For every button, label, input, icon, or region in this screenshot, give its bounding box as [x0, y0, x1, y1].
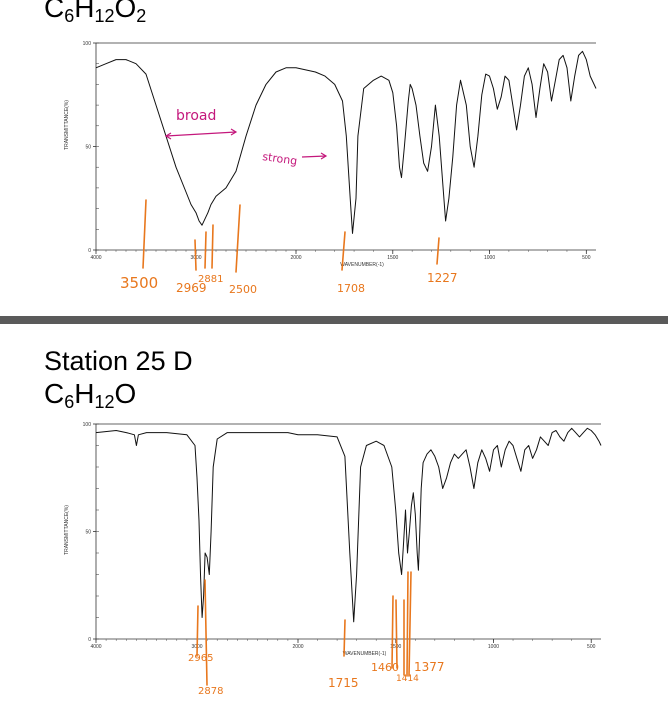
x-tick-label: 1000 [488, 644, 499, 650]
formula-c: C [44, 378, 65, 409]
annotation-peak-marker [142, 199, 147, 269]
annotation-peak-marker [204, 231, 207, 269]
y-tick-label: 100 [83, 422, 92, 428]
top-molecular-formula: C6H12O2 [44, 0, 146, 25]
chart-frame: 10050040003000200015001000500WAVENUMBER(… [64, 41, 596, 268]
annotation-peak-marker [194, 239, 197, 271]
annotation-label: 2500 [229, 283, 257, 296]
chart-frame: 10050040003000200015001000500WAVENUMBER(… [64, 422, 601, 657]
formula-o-sub: 2 [136, 6, 147, 26]
spectrum-line [95, 50, 597, 234]
formula-c: C [44, 0, 65, 23]
y-axis-label: TRANSMITTANCE(%) [64, 100, 70, 150]
formula-h: H [74, 378, 95, 409]
annotation-label: 2969 [176, 281, 207, 295]
annotation-label: 2878 [198, 686, 223, 697]
annotation-peak-marker [408, 571, 412, 677]
annotation-label: 2965 [188, 653, 213, 664]
annotation-label: 1377 [414, 660, 445, 674]
annotation-label: 1708 [337, 282, 365, 295]
x-tick-label: 500 [587, 644, 596, 650]
section-divider [0, 316, 668, 324]
ir-spectrum-top-svg: 10050040003000200015001000500WAVENUMBER(… [64, 41, 597, 296]
annotation-peak-marker [395, 599, 398, 669]
x-axis-label: WAVENUMBER(-1) [340, 262, 384, 268]
x-tick-label: 1500 [387, 255, 398, 261]
formula-h-sub: 12 [94, 392, 115, 412]
ir-spectrum-bottom-svg: 10050040003000200015001000500WAVENUMBER(… [64, 422, 602, 697]
annotation-peak-marker [406, 571, 409, 677]
formula-c-sub: 6 [64, 6, 75, 26]
x-tick-label: 4000 [90, 644, 101, 650]
y-tick-label: 0 [88, 637, 91, 643]
annotation-label: 2881 [198, 274, 223, 285]
annotation-peak-marker [343, 619, 346, 657]
x-tick-label: 1000 [484, 255, 495, 261]
formula-c-sub: 6 [64, 392, 75, 412]
annotation-peak-marker [341, 231, 346, 271]
annotation-peak-marker [196, 605, 199, 657]
formula-h-sub: 12 [94, 6, 115, 26]
annotation-peak-marker [235, 204, 241, 273]
y-tick-label: 100 [83, 41, 92, 47]
x-tick-label: 1500 [390, 644, 401, 650]
spectrum-line [95, 427, 602, 623]
annotation-arrow [301, 155, 327, 158]
station-title: Station 25 D [44, 346, 193, 376]
arrow-head-icon [164, 132, 172, 140]
annotation-peak-marker [211, 224, 214, 269]
annotation-arrow [165, 131, 237, 137]
annotation-label: 1414 [396, 674, 419, 684]
arrow-head-icon [320, 152, 328, 160]
y-axis-label: TRANSMITTANCE(%) [64, 505, 70, 555]
annotation-peak-marker [391, 595, 394, 669]
x-tick-label: 2000 [292, 644, 303, 650]
ir-spectrum-top: 10050040003000200015001000500WAVENUMBER(… [0, 0, 668, 316]
x-tick-label: 4000 [90, 255, 101, 261]
annotation-label: 1460 [371, 661, 399, 674]
bottom-molecular-formula: C6H12O [44, 378, 137, 412]
y-tick-label: 50 [85, 145, 91, 151]
annotation-label: 1227 [427, 271, 458, 285]
ir-spectrum-bottom: 10050040003000200015001000500WAVENUMBER(… [0, 400, 668, 708]
annotation-label: 3500 [120, 274, 158, 292]
x-tick-label: 500 [582, 255, 591, 261]
formula-o: O [114, 378, 137, 409]
annotation-label: broad [176, 108, 216, 124]
arrow-head-icon [230, 128, 238, 136]
annotation-label: strong [262, 150, 298, 168]
x-tick-label: 2000 [290, 255, 301, 261]
formula-o: O [114, 0, 137, 23]
y-tick-label: 50 [85, 530, 91, 536]
formula-h: H [74, 0, 95, 23]
y-tick-label: 0 [88, 248, 91, 254]
annotation-label: 1715 [328, 676, 359, 690]
x-axis-label: WAVENUMBER(-1) [343, 651, 387, 657]
annotation-peak-marker [204, 579, 208, 686]
annotation-peak-marker [436, 237, 440, 265]
